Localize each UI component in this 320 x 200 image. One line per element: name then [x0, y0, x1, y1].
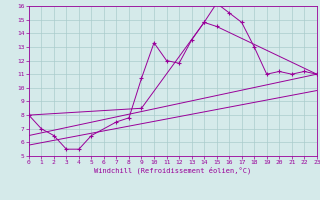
X-axis label: Windchill (Refroidissement éolien,°C): Windchill (Refroidissement éolien,°C) — [94, 167, 252, 174]
